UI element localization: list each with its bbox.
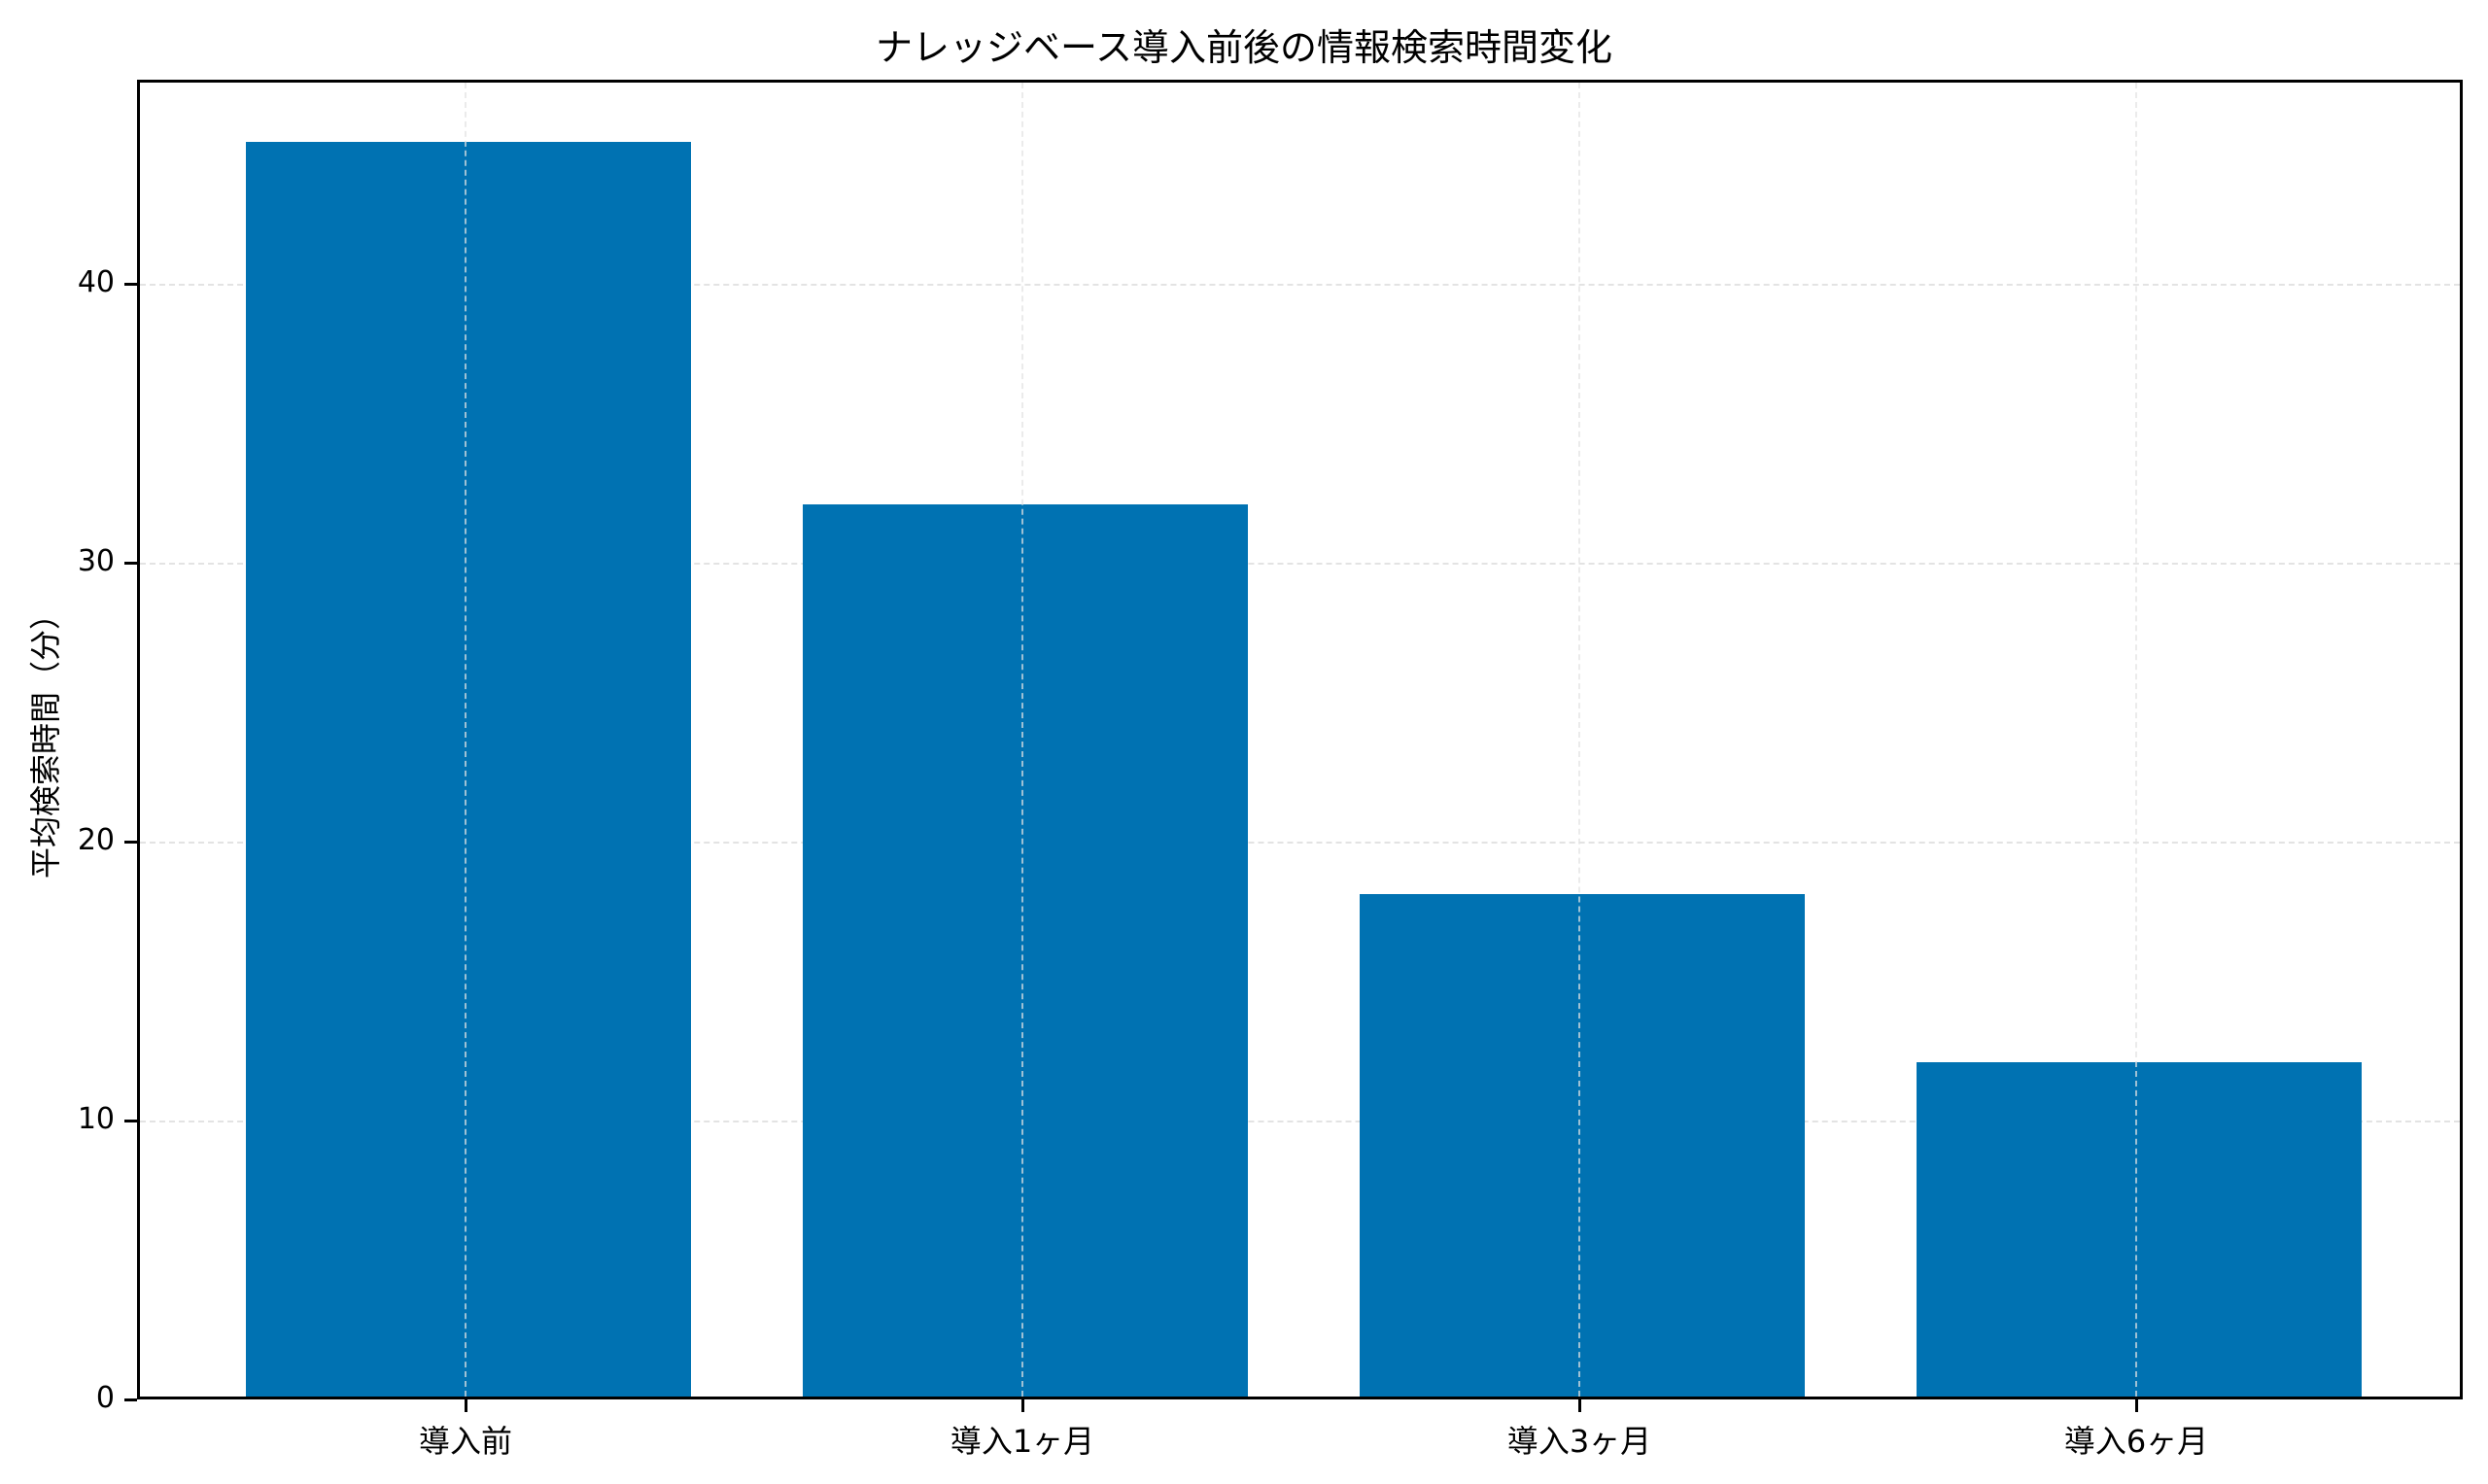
y-tick	[124, 1120, 137, 1122]
y-tick-label: 40	[77, 265, 115, 299]
gridline-vertical	[1021, 83, 1023, 1397]
y-tick-label: 20	[77, 823, 115, 857]
y-tick-label: 30	[77, 544, 115, 578]
gridline-vertical	[1578, 83, 1580, 1397]
x-tick	[465, 1399, 467, 1412]
y-tick	[124, 283, 137, 286]
gridline-horizontal	[140, 1121, 2460, 1122]
bar	[803, 503, 1248, 1397]
y-tick	[124, 1398, 137, 1401]
gridline-vertical	[2135, 83, 2137, 1397]
y-tick-label: 10	[77, 1102, 115, 1136]
y-tick	[124, 841, 137, 844]
y-tick-label: 0	[95, 1381, 115, 1415]
y-tick	[124, 562, 137, 565]
x-tick	[1578, 1399, 1581, 1412]
x-tick	[2135, 1399, 2138, 1412]
x-tick	[1021, 1399, 1024, 1412]
bar	[246, 141, 691, 1397]
gridline-horizontal	[140, 563, 2460, 565]
x-tick-label: 導入3ヶ月	[1506, 1423, 1652, 1460]
gridline-horizontal	[140, 284, 2460, 286]
gridline-vertical	[465, 83, 466, 1397]
x-tick-label: 導入1ヶ月	[950, 1423, 1095, 1460]
bar	[1917, 1061, 2362, 1397]
plot-area	[137, 80, 2463, 1399]
gridline-horizontal	[140, 842, 2460, 844]
x-tick-label: 導入前	[418, 1423, 512, 1460]
bar	[1360, 894, 1805, 1397]
chart-title: ナレッジベース導入前後の情報検索時間変化	[875, 26, 1613, 69]
x-tick-label: 導入6ヶ月	[2063, 1423, 2209, 1460]
